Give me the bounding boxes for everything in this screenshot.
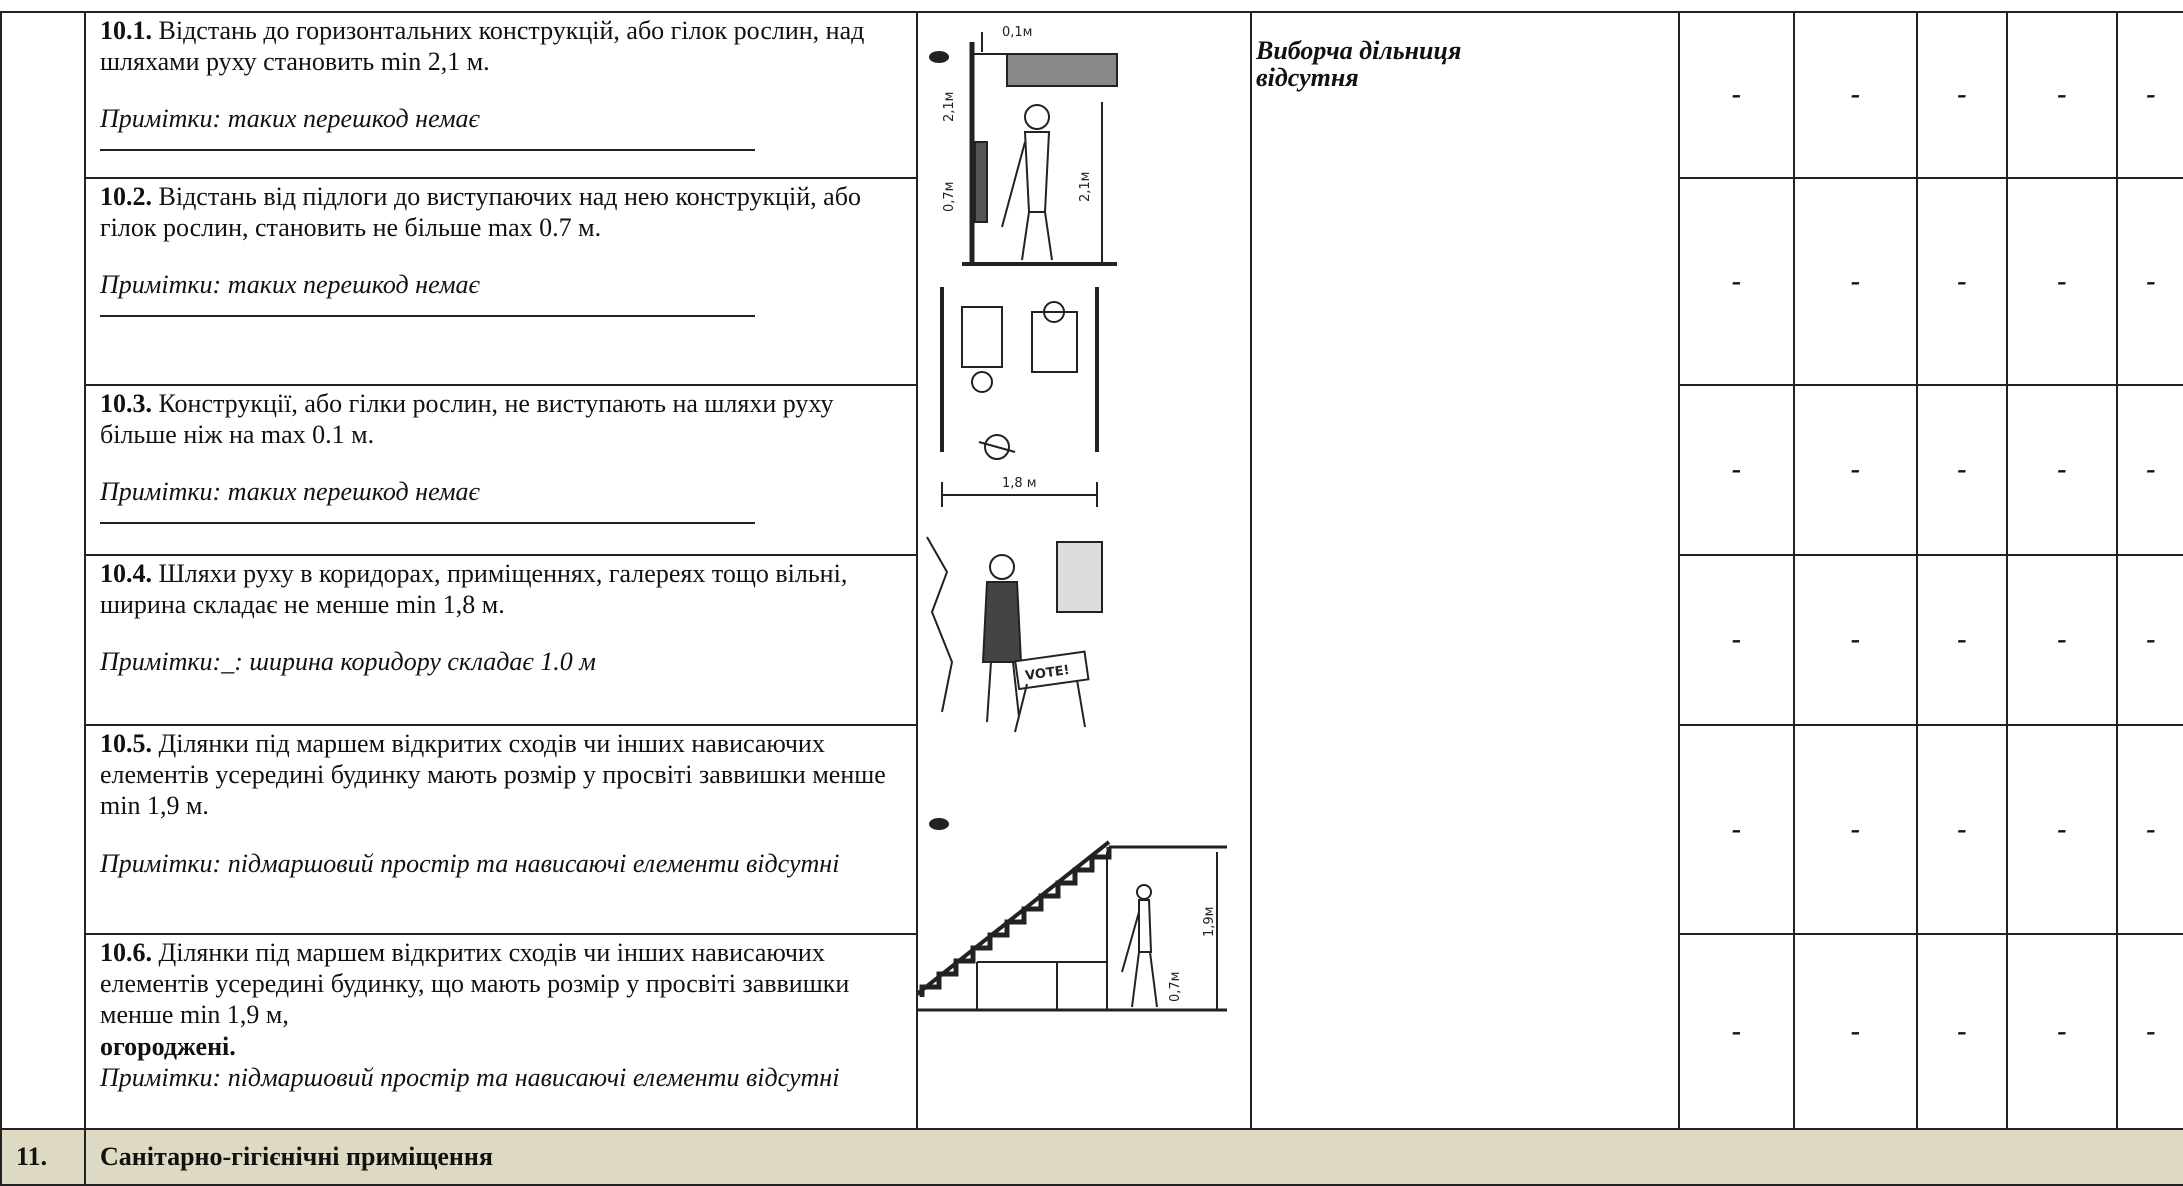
mark-cell: - <box>2116 933 2183 1130</box>
mark-cell: - <box>1793 11 1918 179</box>
criterion-body: Ділянки під маршем відкритих сходів чи і… <box>100 938 850 1030</box>
mark-cell: - <box>1916 724 2008 935</box>
section-row: 11. Санітарно-гігієнічні приміщення <box>0 1128 2183 1186</box>
criterion-text: 10.6. Ділянки під маршем відкритих сході… <box>100 937 904 1062</box>
mark-cell: - <box>1916 384 2008 556</box>
mark-cell: - <box>2006 177 2118 386</box>
table-body: 10.1. Відстань до горизонтальних констру… <box>0 11 2183 1186</box>
illustration-cell <box>916 11 1252 1130</box>
mark-cell: - <box>1678 933 1795 1130</box>
criterion-note: Примітки: таких перешкод немає <box>100 477 480 507</box>
criterion-body: Відстань до горизонтальних конструкцій, … <box>100 16 865 77</box>
criterion-number: 10.3. <box>100 389 152 418</box>
criterion-number: 10.4. <box>100 559 152 588</box>
location-note: Виборча дільниця відсутня <box>1256 36 1462 93</box>
mark-cell: - <box>1916 177 2008 386</box>
mark-cell: - <box>2116 11 2183 179</box>
criterion-row: 10.1. Відстань до горизонтальних констру… <box>0 11 2183 1130</box>
mark-cell: - <box>1793 933 1918 1130</box>
criterion-row: 10.2. Відстань від підлоги до виступаючи… <box>1 177 2183 386</box>
mark-cell: - <box>1916 933 2008 1130</box>
mark-cell: - <box>1916 11 2008 179</box>
criterion-number: 10.6. <box>100 938 152 967</box>
location-cell: Виборча дільниця відсутня <box>1250 11 1680 1130</box>
criterion-note: Примітки: підмаршовий простір та нависаю… <box>100 1062 840 1092</box>
criterion-cell: 10.5. Ділянки під маршем відкритих сході… <box>84 724 918 935</box>
criterion-cell: 10.3. Конструкції, або гілки рослин, не … <box>84 384 918 556</box>
criterion-note: Примітки: таких перешкод немає <box>100 104 480 134</box>
criterion-text: 10.5. Ділянки під маршем відкритих сході… <box>100 728 904 822</box>
mark-cell: - <box>2006 724 2118 935</box>
mark-cell: - <box>1916 554 2008 726</box>
criterion-body: Відстань від підлоги до виступаючих над … <box>100 182 861 243</box>
mark-cell: - <box>2006 11 2118 179</box>
mark-cell: - <box>2116 724 2183 935</box>
criterion-body: Конструкції, або гілки рослин, не виступ… <box>100 389 834 450</box>
blank-line <box>100 521 755 524</box>
criterion-text: 10.4. Шляхи руху в коридорах, приміщення… <box>100 558 904 620</box>
checklist-table: 10.1. Відстань до горизонтальних констру… <box>0 11 2183 1186</box>
criterion-text: 10.1. Відстань до горизонтальних констру… <box>100 15 904 77</box>
mark-cell: - <box>2006 933 2118 1130</box>
mark-cell: - <box>1678 177 1795 386</box>
criterion-body: Ділянки під маршем відкритих сходів чи і… <box>100 729 886 821</box>
mark-cell: - <box>1793 554 1918 726</box>
criterion-body: Шляхи руху в коридорах, приміщеннях, гал… <box>100 559 848 620</box>
mark-cell: - <box>1678 384 1795 556</box>
number-cell <box>0 11 86 1130</box>
mark-cell: - <box>2006 384 2118 556</box>
section-number: 11. <box>0 1128 86 1186</box>
criterion-emphasis: огороджені. <box>100 1031 236 1061</box>
blank-line <box>100 314 755 317</box>
mark-cell: - <box>1678 724 1795 935</box>
criterion-number: 10.2. <box>100 182 152 211</box>
criterion-row: 10.4. Шляхи руху в коридорах, приміщення… <box>1 554 2183 726</box>
criterion-cell: 10.2. Відстань від підлоги до виступаючи… <box>84 177 918 386</box>
mark-cell: - <box>1793 177 1918 386</box>
criterion-row: 10.3. Конструкції, або гілки рослин, не … <box>1 384 2183 556</box>
criterion-row: 10.5. Ділянки під маршем відкритих сході… <box>1 724 2183 935</box>
mark-cell: - <box>2116 554 2183 726</box>
criterion-cell: 10.4. Шляхи руху в коридорах, приміщення… <box>84 554 918 726</box>
mark-cell: - <box>2116 384 2183 556</box>
blank-line <box>100 148 755 151</box>
section-title: Санітарно-гігієнічні приміщення <box>84 1128 2183 1186</box>
mark-cell: - <box>1793 724 1918 935</box>
mark-cell: - <box>2116 177 2183 386</box>
mark-cell: - <box>2006 554 2118 726</box>
mark-cell: - <box>1678 11 1795 179</box>
criterion-number: 10.5. <box>100 729 152 758</box>
mark-cell: - <box>1793 384 1918 556</box>
criterion-row: 10.6. Ділянки під маршем відкритих сході… <box>1 933 2183 1130</box>
criterion-text: 10.2. Відстань від підлоги до виступаючи… <box>100 181 904 243</box>
criterion-note: Примітки:_: ширина коридору складає 1.0 … <box>100 647 596 677</box>
criterion-number: 10.1. <box>100 16 152 45</box>
criterion-text: 10.3. Конструкції, або гілки рослин, не … <box>100 388 904 450</box>
criterion-note: Примітки: таких перешкод немає <box>100 270 480 300</box>
criterion-note: Примітки: підмаршовий простір та нависаю… <box>100 848 840 878</box>
mark-cell: - <box>1678 554 1795 726</box>
criterion-cell: 10.6. Ділянки під маршем відкритих сході… <box>84 933 918 1130</box>
criterion-cell: 10.1. Відстань до горизонтальних констру… <box>84 11 918 179</box>
